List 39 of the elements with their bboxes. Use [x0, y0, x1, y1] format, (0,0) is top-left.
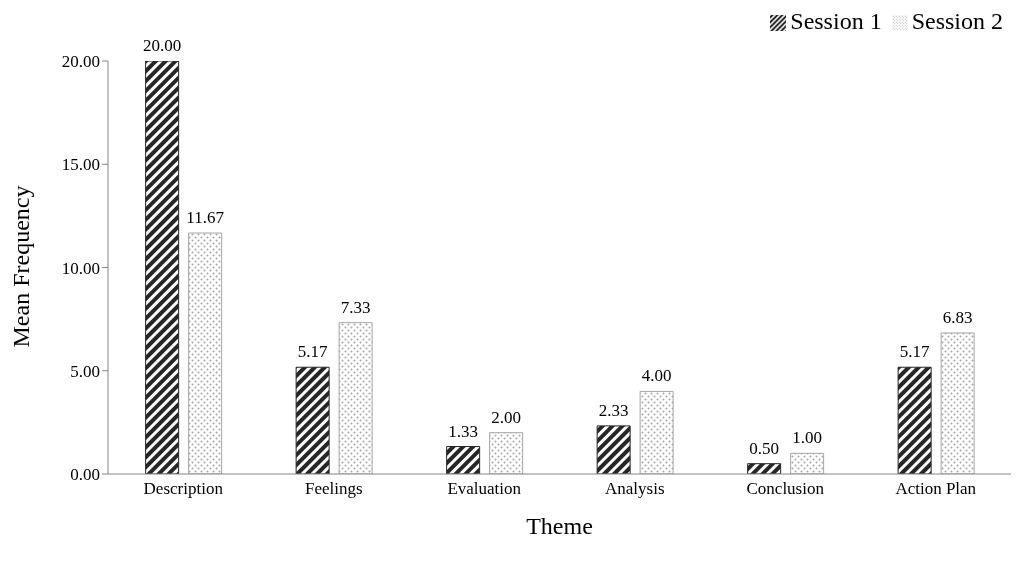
data-label: 6.83 — [942, 307, 973, 327]
x-tick-label: Analysis — [605, 479, 665, 499]
bar — [596, 425, 631, 474]
data-label: 2.33 — [598, 400, 629, 420]
data-label: 5.17 — [899, 342, 930, 362]
legend-label: Session 2 — [911, 8, 1003, 34]
legend-label: Session 1 — [790, 8, 882, 34]
y-tick-label: 10.00 — [61, 258, 100, 278]
y-tick-label: 0.00 — [70, 465, 100, 485]
bar — [188, 232, 223, 474]
data-label: 2.00 — [491, 407, 521, 427]
x-axis-title: Theme — [526, 513, 593, 539]
bar — [790, 452, 825, 474]
bar — [338, 322, 373, 474]
y-tick-label: 5.00 — [70, 361, 100, 381]
bar — [747, 463, 782, 474]
data-label: 11.67 — [186, 208, 225, 228]
x-tick-label: Feelings — [304, 479, 363, 499]
y-tick-label: 20.00 — [61, 52, 100, 72]
bar — [446, 446, 481, 474]
x-tick-label: Evaluation — [447, 479, 522, 499]
data-label: 5.17 — [297, 342, 328, 362]
data-label: 0.50 — [749, 438, 779, 458]
bar — [897, 366, 932, 474]
bar — [940, 332, 975, 474]
data-label: 4.00 — [641, 366, 672, 386]
data-label: 1.33 — [448, 421, 478, 441]
x-tick-label: Conclusion — [746, 479, 825, 499]
data-label: 7.33 — [340, 297, 371, 317]
y-axis-title: Mean Frequency — [7, 185, 34, 348]
y-tick-label: 15.00 — [61, 155, 100, 175]
data-label: 20.00 — [143, 36, 182, 55]
bar — [145, 61, 180, 474]
x-tick-label: Description — [143, 479, 224, 499]
x-tick-label: Action Plan — [895, 479, 977, 499]
data-label: 1.00 — [792, 428, 822, 448]
bar — [639, 390, 674, 474]
bar — [489, 432, 524, 474]
bar — [295, 366, 330, 474]
